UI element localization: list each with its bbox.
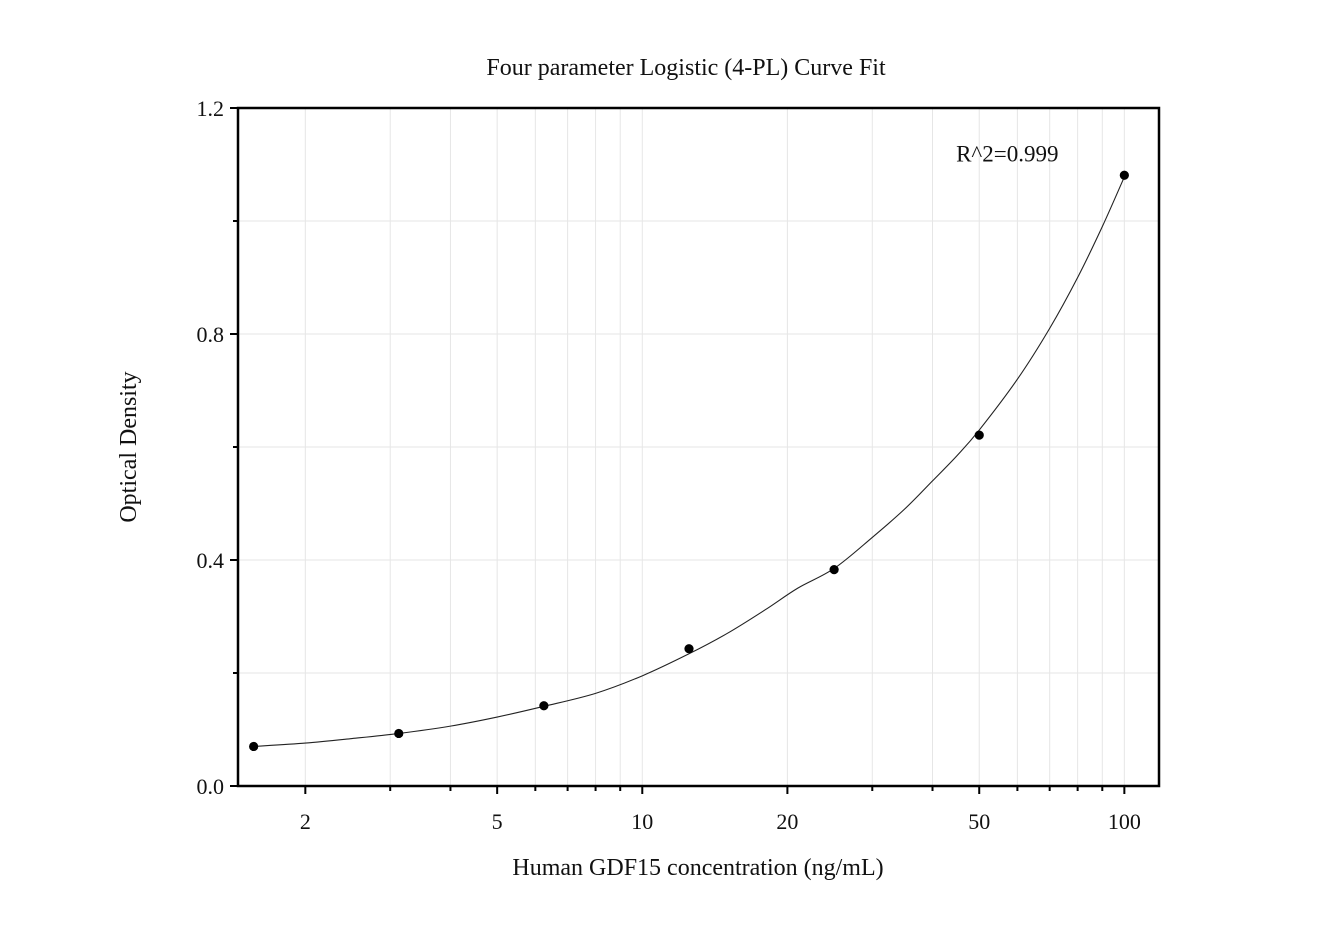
y-tick-label: 0.8 (197, 322, 225, 347)
y-tick-label: 1.2 (197, 96, 225, 121)
x-axis-label: Human GDF15 concentration (ng/mL) (512, 855, 883, 881)
x-tick-label: 100 (1108, 809, 1141, 834)
chart-title: Four parameter Logistic (4-PL) Curve Fit (486, 55, 886, 81)
data-point (974, 430, 984, 440)
x-tick-label: 2 (300, 809, 311, 834)
x-tick-label: 10 (631, 809, 653, 834)
fit-curve (253, 176, 1125, 747)
annotations: R^2=0.999 (956, 142, 1058, 167)
y-tick-label: 0.0 (197, 774, 225, 799)
data-point (829, 565, 839, 575)
grid (238, 107, 1159, 787)
data-point (539, 701, 549, 711)
data-point (684, 644, 694, 654)
y-axis-label: Optical Density (116, 371, 142, 522)
data-points (249, 170, 1129, 752)
data-point (1119, 170, 1129, 180)
x-tick-label: 5 (492, 809, 503, 834)
data-point (249, 741, 259, 752)
data-point (394, 728, 404, 739)
x-tick-label: 50 (968, 809, 990, 834)
r-squared-annotation: R^2=0.999 (956, 142, 1058, 167)
y-tick-label: 0.4 (197, 548, 225, 573)
x-tick-label: 20 (776, 809, 798, 834)
tick-labels: 2 5 10 20 50 100 0.0 0.4 0.8 1.2 (197, 96, 1141, 834)
fit-curve-layer (253, 176, 1125, 747)
axis-ticks (230, 107, 1126, 794)
